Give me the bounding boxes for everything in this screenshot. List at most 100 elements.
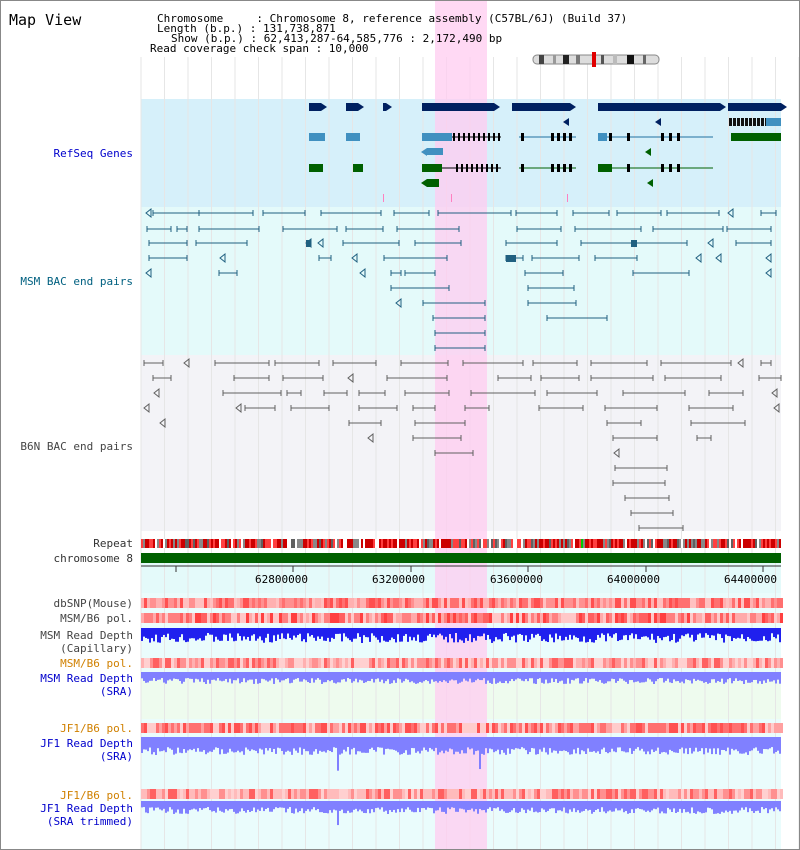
depth-bar — [501, 628, 503, 642]
heat-segment — [744, 789, 747, 799]
heat-segment — [339, 658, 342, 668]
track-label-msm-bac[interactable]: MSM BAC end pairs — [20, 275, 133, 288]
repeat-segment — [555, 539, 557, 548]
repeat-segment — [245, 539, 247, 548]
depth-bar — [385, 737, 387, 749]
track-label-jf1-depth[interactable]: JF1 Read Depth — [40, 737, 133, 750]
track-label-b6n-bac[interactable]: B6N BAC end pairs — [20, 440, 133, 453]
heat-segment — [702, 789, 705, 799]
heat-segment — [435, 598, 438, 608]
depth-bar — [337, 672, 339, 683]
depth-bar — [647, 801, 649, 811]
depth-bar — [555, 672, 557, 679]
heat-segment — [615, 658, 618, 668]
heat-segment — [558, 658, 561, 668]
heat-segment — [372, 598, 375, 608]
repeat-segment — [495, 539, 497, 548]
depth-bar — [599, 801, 601, 812]
heat-segment — [540, 789, 543, 799]
depth-bar — [767, 672, 769, 680]
depth-bar — [147, 737, 149, 752]
heat-segment — [309, 789, 312, 799]
heat-segment — [204, 598, 207, 608]
depth-bar — [291, 737, 293, 755]
heat-segment — [387, 598, 390, 608]
depth-bar — [385, 801, 387, 811]
heat-segment — [639, 613, 642, 623]
depth-bar — [605, 628, 607, 642]
depth-bar — [463, 737, 465, 754]
gene-block — [353, 164, 363, 172]
repeat-segment — [197, 539, 199, 548]
depth-bar — [499, 801, 501, 811]
depth-bar — [491, 737, 493, 750]
depth-bar — [243, 672, 245, 679]
depth-bar — [779, 672, 781, 684]
heat-segment — [495, 658, 498, 668]
heat-segment — [285, 789, 288, 799]
heat-segment — [219, 658, 222, 668]
depth-bar — [629, 628, 631, 636]
repeat-segment — [219, 539, 221, 548]
heat-segment — [498, 658, 501, 668]
heat-segment — [648, 789, 651, 799]
track-label-repeat[interactable]: Repeat — [93, 537, 133, 550]
heat-segment — [477, 658, 480, 668]
heat-segment — [570, 658, 573, 668]
depth-bar — [253, 801, 255, 808]
depth-bar — [363, 628, 365, 636]
heat-segment — [276, 598, 279, 608]
heat-segment — [444, 723, 447, 733]
heat-segment — [423, 598, 426, 608]
track-label-dbsnp[interactable]: dbSNP(Mouse) — [53, 597, 133, 610]
depth-bar — [193, 628, 195, 639]
depth-bar — [537, 737, 539, 755]
heat-segment — [426, 598, 429, 608]
track-label-msm-pol-1[interactable]: MSM/B6 pol. — [60, 612, 133, 625]
depth-bar — [429, 628, 431, 634]
depth-bar — [313, 672, 315, 683]
depth-bar — [665, 801, 667, 814]
heat-segment — [741, 598, 744, 608]
depth-bar — [145, 672, 147, 683]
heat-segment — [699, 789, 702, 799]
gene-block — [427, 148, 443, 155]
depth-bar — [779, 801, 781, 812]
heat-segment — [456, 598, 459, 608]
heat-segment — [270, 723, 273, 733]
track-label-chromosome[interactable]: chromosome 8 — [53, 552, 133, 565]
heat-segment — [756, 613, 759, 623]
track-label-msm-depth-sra[interactable]: MSM Read Depth — [40, 672, 133, 685]
track-label-msm-depth-capillary[interactable]: MSM Read Depth — [40, 629, 133, 642]
heat-segment — [651, 658, 654, 668]
heat-segment — [234, 723, 237, 733]
heat-segment — [237, 598, 240, 608]
track-label-jf1-pol-1[interactable]: JF1/B6 pol. — [60, 722, 133, 735]
gene-block — [753, 118, 756, 126]
depth-bar — [473, 801, 475, 812]
depth-bar — [675, 801, 677, 813]
repeat-segment — [159, 539, 161, 548]
depth-bar — [543, 672, 545, 684]
depth-bar — [577, 628, 579, 639]
depth-bar — [629, 737, 631, 749]
heat-segment — [204, 789, 207, 799]
track-label-msm-pol-2[interactable]: MSM/B6 pol. — [60, 657, 133, 670]
depth-bar — [319, 672, 321, 680]
depth-bar — [545, 801, 547, 813]
track-label-jf1-pol-2[interactable]: JF1/B6 pol. — [60, 789, 133, 802]
depth-bar — [563, 737, 565, 751]
depth-bar — [645, 737, 647, 755]
repeat-segment — [663, 539, 665, 548]
heat-segment — [351, 789, 354, 799]
heat-segment — [567, 658, 570, 668]
depth-bar — [387, 801, 389, 814]
track-label-jf1-depth-trimmed[interactable]: JF1 Read Depth — [40, 802, 133, 815]
depth-bar — [521, 672, 523, 681]
heat-segment — [534, 723, 537, 733]
track-label-refseq[interactable]: RefSeq Genes — [53, 147, 133, 160]
bac-end-arrow — [707, 237, 714, 249]
heat-segment — [765, 723, 768, 733]
strand-arrow — [386, 103, 392, 111]
